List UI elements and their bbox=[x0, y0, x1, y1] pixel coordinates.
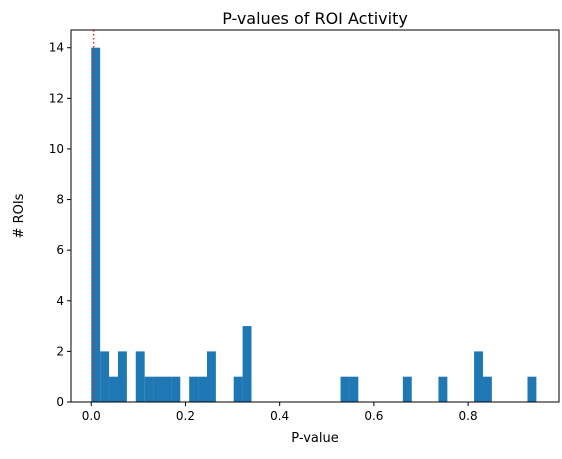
histogram-bar bbox=[349, 376, 359, 402]
histogram-bar bbox=[91, 47, 101, 402]
y-tick-label: 2 bbox=[56, 344, 64, 358]
y-tick-label: 6 bbox=[56, 243, 64, 257]
histogram-bar bbox=[482, 376, 492, 402]
x-tick-label: 0.6 bbox=[364, 409, 383, 423]
histogram-bar bbox=[135, 351, 145, 402]
x-tick-label: 0.4 bbox=[270, 409, 289, 423]
bars-layer bbox=[91, 47, 537, 402]
plot-frame bbox=[70, 29, 560, 403]
histogram-bar bbox=[206, 351, 216, 402]
x-axis-label: P-value bbox=[291, 431, 338, 446]
x-tick-label: 0.2 bbox=[176, 409, 195, 423]
histogram-bar bbox=[171, 376, 181, 402]
y-tick-label: 8 bbox=[56, 193, 64, 207]
histogram-bar bbox=[340, 376, 350, 402]
y-tick-label: 14 bbox=[49, 41, 64, 55]
histogram-bar bbox=[189, 376, 199, 402]
x-tick-label: 0.0 bbox=[82, 409, 101, 423]
y-tick-label: 12 bbox=[49, 91, 64, 105]
histogram-bar bbox=[402, 376, 412, 402]
y-tick-label: 10 bbox=[49, 142, 64, 156]
chart-title: P-values of ROI Activity bbox=[222, 9, 408, 28]
histogram-bar bbox=[474, 351, 483, 402]
histogram-bar bbox=[233, 376, 243, 402]
histogram-bar bbox=[198, 376, 207, 402]
y-axis: 0 2 4 6 8 10 12 14 bbox=[49, 41, 71, 409]
y-tick-label: 0 bbox=[56, 395, 64, 409]
histogram-bar bbox=[242, 326, 252, 402]
x-tick-label: 0.8 bbox=[459, 409, 478, 423]
histogram-bar bbox=[100, 351, 110, 402]
histogram-bar bbox=[162, 376, 172, 402]
histogram-bar bbox=[153, 376, 163, 402]
histogram-bar bbox=[109, 376, 118, 402]
histogram-bar bbox=[527, 376, 537, 402]
histogram-bar bbox=[144, 376, 154, 402]
y-tick-label: 4 bbox=[56, 294, 64, 308]
x-axis: 0.0 0.2 0.4 0.6 0.8 bbox=[82, 402, 478, 423]
histogram-bar bbox=[438, 376, 448, 402]
y-axis-label: # ROIs bbox=[12, 193, 27, 238]
histogram-bar bbox=[117, 351, 127, 402]
